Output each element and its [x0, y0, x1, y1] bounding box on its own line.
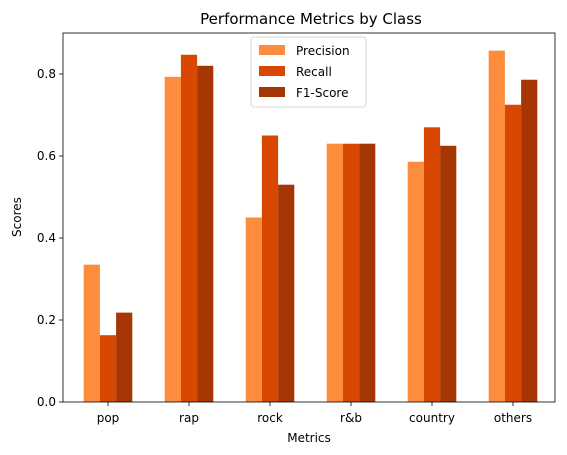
x-tick-label-country: country	[409, 411, 455, 425]
x-tick-label-r&b: r&b	[340, 411, 362, 425]
x-tick-label-rock: rock	[257, 411, 283, 425]
legend-swatch-recall	[259, 66, 285, 76]
legend-label-recall: Recall	[296, 65, 332, 79]
plot-area: 0.0 0.2 0.4 0.6 0.8 pop rap rock r&b country other…	[37, 32, 556, 425]
bar-precision-pop	[83, 264, 100, 402]
bar-recall-rock	[261, 135, 279, 402]
y-tick-label: 0.6	[37, 149, 56, 163]
bar-recall-country	[423, 127, 441, 403]
legend-swatch-f1-score	[259, 87, 285, 97]
x-tick-label-others: others	[494, 411, 532, 425]
plot-frame	[62, 32, 556, 403]
bar-recall-r&b	[342, 143, 360, 402]
bar-f1-score-rap	[197, 65, 214, 403]
y-tick-label: 0.8	[37, 67, 56, 81]
bar-f1-score-rock	[278, 184, 295, 402]
x-tick-label-rap: rap	[179, 411, 199, 425]
bar-precision-rap	[164, 76, 181, 403]
bar-precision-others	[488, 50, 505, 402]
bar-precision-country	[407, 161, 424, 402]
legend: Precision Recall F1-Score	[250, 36, 367, 108]
x-tick-label-pop: pop	[97, 411, 120, 425]
y-tick-label: 0.0	[37, 395, 56, 409]
y-tick-label: 0.4	[37, 231, 56, 245]
bar-f1-score-r&b	[359, 143, 376, 402]
legend-label-f1-score: F1-Score	[296, 86, 348, 100]
bar-precision-r&b	[326, 143, 343, 402]
bar-f1-score-others	[521, 79, 538, 403]
bar-recall-pop	[99, 335, 117, 402]
legend-swatch-precision	[259, 45, 285, 55]
bar-recall-others	[504, 104, 522, 402]
bar-f1-score-country	[440, 145, 457, 402]
y-axis-label: Scores	[10, 197, 24, 237]
bar-precision-rock	[245, 217, 262, 402]
x-axis-label: Metrics	[287, 431, 331, 445]
y-tick-label: 0.2	[37, 313, 56, 327]
bar-recall-rap	[180, 54, 198, 402]
chart-title: Performance Metrics by Class	[200, 10, 422, 28]
bar-f1-score-pop	[116, 312, 133, 402]
legend-label-precision: Precision	[296, 44, 350, 58]
